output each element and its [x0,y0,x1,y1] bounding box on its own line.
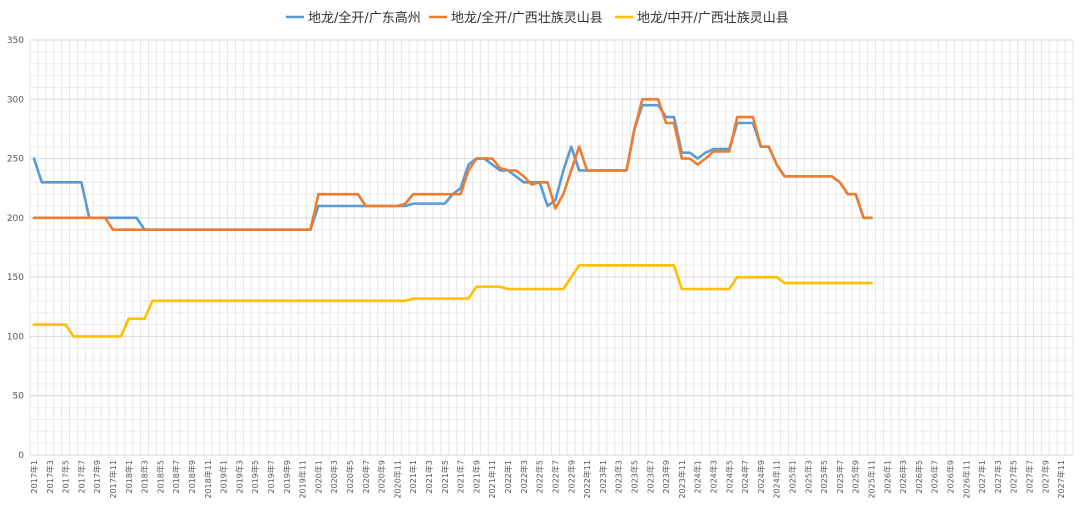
x-tick-label: 2019年9 [282,460,292,493]
x-tick-label: 2025年11 [867,460,877,499]
x-tick-label: 2018年7 [171,460,181,493]
x-tick-label: 2021年9 [471,460,481,493]
x-tick-label: 2022年7 [550,460,560,493]
x-tick-label: 2021年1 [408,460,418,493]
x-tick-label: 2027年1 [977,460,987,493]
x-tick-label: 2026年7 [930,460,940,493]
y-tick-label: 250 [7,155,24,165]
x-tick-label: 2027年3 [993,460,1003,493]
x-tick-label: 2023年11 [677,460,687,499]
x-tick-label: 2021年7 [456,460,466,493]
x-tick-label: 2020年11 [392,460,402,499]
x-tick-label: 2027年5 [1009,460,1019,493]
x-tick-label: 2023年7 [645,460,655,493]
x-tick-label: 2025年1 [787,460,797,493]
x-tick-label: 2020年5 [345,460,355,493]
legend-label-2: 地龙/全开/广西壮族灵山县 [451,10,603,26]
x-tick-label: 2027年9 [1040,460,1050,493]
x-tick-label: 2020年7 [361,460,371,493]
chart-axes: 0 50 100 150 200 250 300 350 2017年1 2017年3 2017年5 2… [7,36,1066,499]
x-tick-label: 2025年3 [803,460,813,493]
x-tick-label: 2025年7 [835,460,845,493]
x-tick-label: 2020年3 [329,460,339,493]
y-tick-label: 200 [7,214,24,224]
x-tick-label: 2019年1 [219,460,229,493]
legend-label-1: 地龙/全开/广东高州 [308,10,421,26]
x-tick-label: 2021年3 [424,460,434,493]
x-tick-label: 2026年11 [961,460,971,499]
x-tick-label: 2018年1 [124,460,134,493]
x-tick-label: 2022年3 [519,460,529,493]
x-tick-label: 2024年5 [724,460,734,493]
x-tick-label: 2018年5 [155,460,165,493]
x-tick-label: 2017年3 [45,460,55,493]
x-tick-label: 2021年5 [440,460,450,493]
x-tick-label: 2017年5 [61,460,71,493]
x-tick-label: 2023年1 [598,460,608,493]
x-tick-label: 2017年11 [108,460,118,499]
y-tick-label: 300 [7,95,24,105]
x-tick-label: 2024年7 [740,460,750,493]
chart-legend: 地龙/全开/广东高州 地龙/全开/广西壮族灵山县 地龙/中开/广西壮族灵山县 [286,10,789,26]
x-tick-label: 2024年9 [756,460,766,493]
x-tick-label: 2019年11 [298,460,308,499]
x-tick-label: 2023年5 [629,460,639,493]
x-tick-label: 2025年5 [819,460,829,493]
y-tick-label: 100 [7,332,24,342]
x-tick-label: 2021年11 [487,460,497,499]
x-tick-label: 2026年5 [914,460,924,493]
legend-label-3: 地龙/中开/广西壮族灵山县 [637,10,789,26]
x-tick-label: 2017年9 [92,460,102,493]
x-tick-label: 2018年9 [187,460,197,493]
chart-series [32,97,873,338]
x-tick-label: 2022年1 [503,460,513,493]
x-tick-label: 2026年9 [946,460,956,493]
x-tick-label: 2022年11 [582,460,592,499]
y-tick-label: 50 [13,392,25,402]
x-tick-label: 2018年11 [203,460,213,499]
x-tick-label: 2023年9 [661,460,671,493]
x-tick-label: 2022年9 [566,460,576,493]
x-tick-label: 2024年11 [772,460,782,499]
x-tick-label: 2024年3 [708,460,718,493]
x-tick-label: 2019年5 [250,460,260,493]
x-tick-label: 2020年1 [313,460,323,493]
x-tick-label: 2023年3 [614,460,624,493]
series-line-2 [32,97,873,232]
chart-gridlines [29,39,1074,456]
y-tick-label: 150 [7,273,24,283]
y-tick-label: 0 [18,451,24,461]
x-tick-label: 2024年1 [693,460,703,493]
x-tick-label: 2025年9 [851,460,861,493]
y-tick-label: 350 [7,36,24,46]
series-line-3 [32,263,873,338]
series-line-1 [32,103,873,232]
x-tick-label: 2027年7 [1025,460,1035,493]
x-tick-label: 2026年1 [882,460,892,493]
x-tick-label: 2017年7 [76,460,86,493]
x-tick-label: 2020年9 [377,460,387,493]
x-tick-label: 2018年3 [140,460,150,493]
x-tick-label: 2019年3 [234,460,244,493]
x-tick-label: 2026年3 [898,460,908,493]
x-tick-label: 2022年5 [535,460,545,493]
x-tick-label: 2017年1 [29,460,39,493]
x-tick-label: 2019年7 [266,460,276,493]
x-tick-label: 2027年11 [1056,460,1066,499]
